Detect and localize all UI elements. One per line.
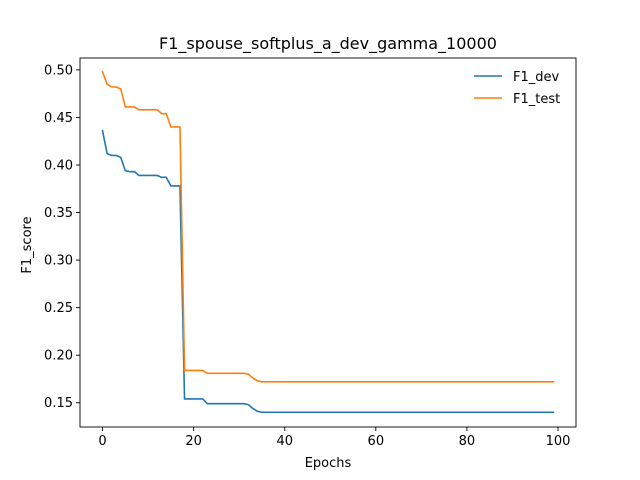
x-axis-label: Epochs	[305, 456, 352, 471]
x-tick-label: 0	[98, 434, 106, 449]
y-tick-label: 0.45	[44, 111, 73, 126]
x-tick-label: 20	[185, 434, 202, 449]
y-tick-label: 0.50	[44, 63, 73, 78]
y-tick-label: 0.35	[44, 206, 73, 221]
y-tick-label: 0.15	[44, 396, 73, 411]
x-tick-label: 100	[546, 434, 571, 449]
x-tick-label: 80	[459, 434, 476, 449]
y-tick-label: 0.40	[44, 158, 73, 173]
plot-area: 0 20 40 60 80 100 0.15 0.20 0.25 0.30 0.35 0.40 0.45…	[44, 57, 577, 449]
x-tick-label: 60	[368, 434, 385, 449]
legend: F1_dev F1_test	[474, 70, 560, 107]
chart-title: F1_spouse_softplus_a_dev_gamma_10000	[159, 34, 497, 54]
series-line-f1-dev	[101, 129, 555, 414]
y-axis-label: F1_score	[20, 216, 35, 273]
axes-frame	[79, 57, 577, 428]
y-tick-label: 0.20	[44, 349, 73, 364]
y-tick-label: 0.25	[44, 301, 73, 316]
y-tick-label: 0.30	[44, 254, 73, 269]
legend-label: F1_test	[513, 92, 560, 107]
legend-label: F1_dev	[513, 70, 559, 85]
x-tick-label: 40	[276, 434, 293, 449]
series-line-f1-test	[101, 70, 555, 383]
